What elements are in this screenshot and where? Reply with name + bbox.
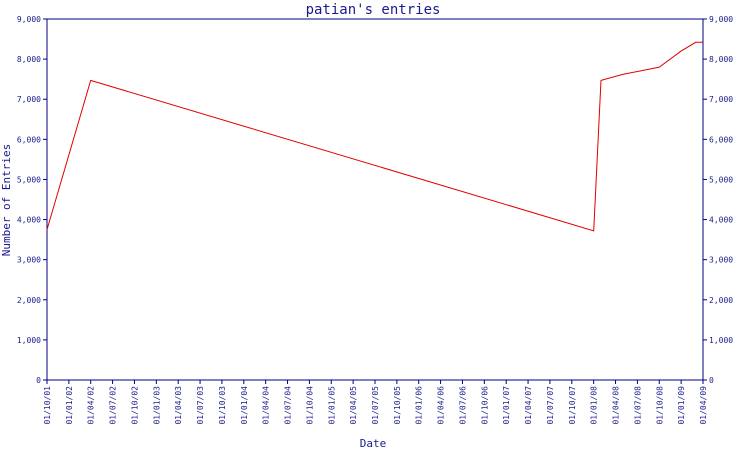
x-tick-label: 01/07/04 [284, 386, 293, 425]
y-tick-label-left: 1,000 [17, 336, 41, 345]
y-axis-label: Number of Entries [0, 144, 13, 257]
y-tick-label-left: 2,000 [17, 296, 41, 305]
y-tick-label-left: 8,000 [17, 55, 41, 64]
x-tick-label: 01/01/08 [590, 386, 599, 425]
y-tick-label-right: 7,000 [709, 95, 733, 104]
x-tick-label: 01/07/03 [196, 386, 205, 425]
x-tick-label: 01/07/08 [633, 386, 642, 425]
x-tick-label: 01/04/08 [612, 386, 621, 425]
x-tick-label: 01/04/07 [524, 386, 533, 425]
x-tick-label: 01/10/08 [655, 386, 664, 425]
y-tick-label-left: 7,000 [17, 95, 41, 104]
y-axis-left: 0 1,000 2,000 3,000 4,000 5,000 6,000 7,000 8,00… [17, 15, 47, 385]
x-tick-label: 01/01/09 [677, 386, 686, 425]
x-tick-label: 01/10/06 [480, 386, 489, 425]
x-tick-label: 01/01/06 [415, 386, 424, 425]
x-tick-label: 01/04/05 [349, 386, 358, 425]
x-tick-label: 01/04/09 [699, 386, 708, 425]
y-tick-label-right: 3,000 [709, 256, 733, 265]
x-tick-label: 01/04/02 [87, 386, 96, 425]
x-axis-label: Date [360, 437, 387, 450]
y-tick-label-right: 5,000 [709, 175, 733, 184]
y-tick-label-right: 6,000 [709, 135, 733, 144]
y-tick-label-right: 9,000 [709, 15, 733, 24]
x-tick-label: 01/01/02 [65, 386, 74, 425]
x-tick-label: 01/10/02 [130, 386, 139, 425]
plot-frame [46, 18, 704, 381]
x-tick-label: 01/07/05 [371, 386, 380, 425]
y-tick-label-right: 2,000 [709, 296, 733, 305]
y-tick-label-left: 6,000 [17, 135, 41, 144]
y-tick-label-left: 5,000 [17, 175, 41, 184]
x-tick-label: 01/01/03 [152, 386, 161, 425]
y-tick-label-right: 4,000 [709, 216, 733, 225]
y-tick-label-left: 4,000 [17, 216, 41, 225]
y-axis-right: 0 1,000 2,000 3,000 4,000 5,000 6,000 7,000 8,00… [703, 15, 733, 385]
chart-title: patian's entries [306, 2, 441, 18]
x-tick-label: 01/04/03 [174, 386, 183, 425]
x-tick-label: 01/10/01 [43, 386, 52, 425]
y-tick-label-left: 0 [36, 376, 41, 385]
y-tick-label-left: 3,000 [17, 256, 41, 265]
y-tick-label-right: 1,000 [709, 336, 733, 345]
x-axis: 01/10/01 01/01/02 01/04/02 01/07/02 01/10/02… [43, 380, 708, 425]
y-tick-label-left: 9,000 [17, 15, 41, 24]
x-tick-label: 01/10/03 [218, 386, 227, 425]
x-tick-label: 01/01/05 [327, 386, 336, 425]
x-tick-label: 01/10/05 [393, 386, 402, 425]
x-tick-label: 01/01/04 [240, 386, 249, 425]
x-tick-label: 01/07/07 [546, 386, 555, 425]
x-tick-label: 01/04/06 [437, 386, 446, 425]
x-tick-label: 01/07/06 [458, 386, 467, 425]
x-tick-label: 01/10/07 [568, 386, 577, 425]
y-tick-label-right: 0 [709, 376, 714, 385]
x-tick-label: 01/04/04 [262, 386, 271, 425]
x-tick-label: 01/07/02 [109, 386, 118, 425]
y-tick-label-right: 8,000 [709, 55, 733, 64]
entries-series-line [46, 41, 703, 232]
x-tick-label: 01/01/07 [502, 386, 511, 425]
x-tick-label: 01/10/04 [305, 386, 314, 425]
